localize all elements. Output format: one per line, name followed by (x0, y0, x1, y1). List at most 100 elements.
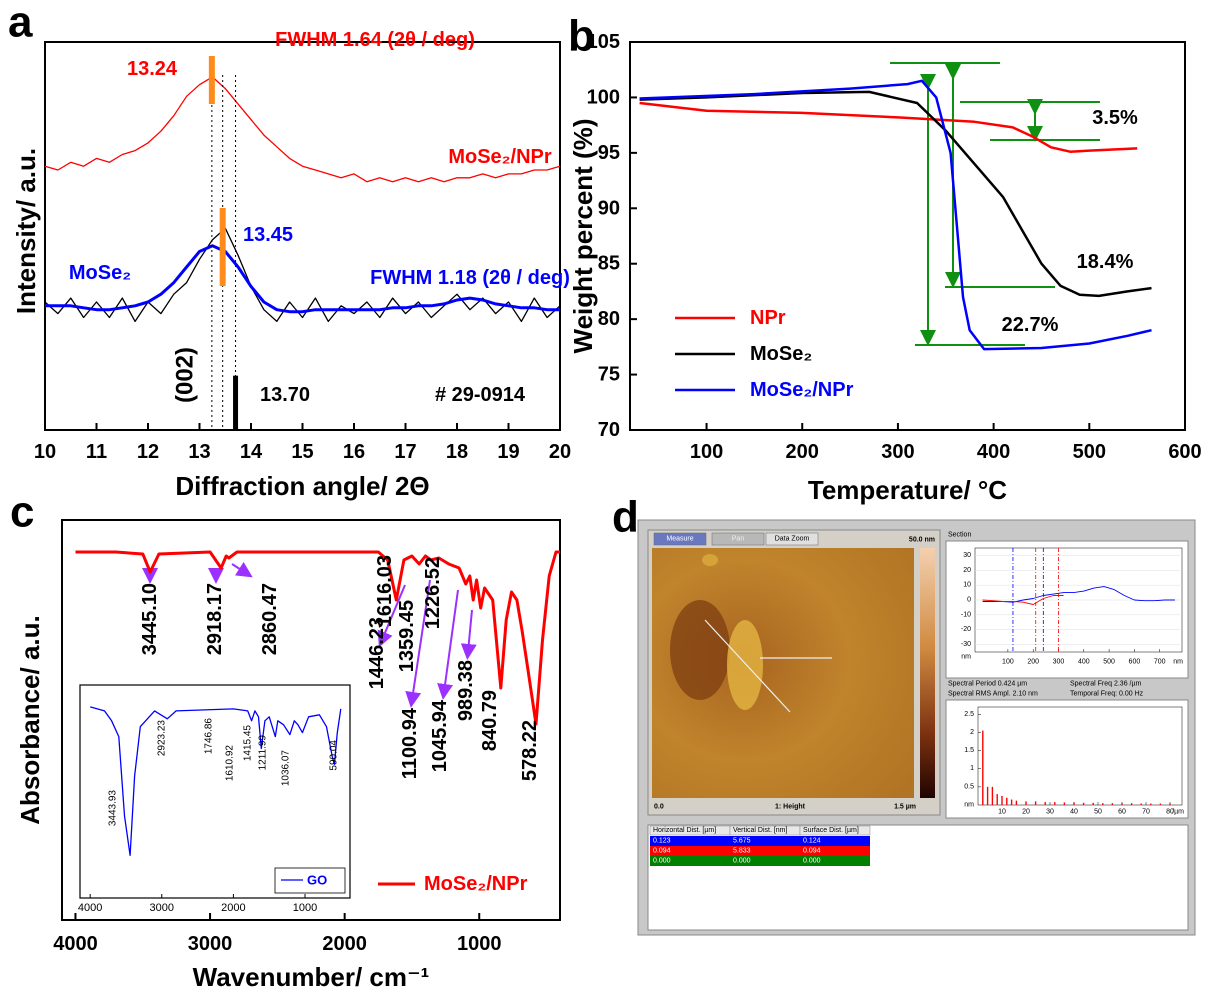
x-tick-label: 15 (291, 441, 313, 463)
tga-line (639, 79, 1152, 351)
ftir-line (75, 550, 560, 726)
x-tick-label: 400 (1078, 659, 1090, 666)
table-cell (800, 856, 870, 866)
series-label: MoSe₂ (69, 262, 131, 284)
x-tick-label: 18 (446, 441, 468, 463)
section-pane (945, 540, 1189, 679)
x-tick-label: 1000 (293, 902, 317, 914)
spectrum-bar (1082, 802, 1085, 805)
spectrum-bar (1130, 803, 1133, 805)
peak-label: 13.45 (243, 224, 293, 246)
spectrum-bar (1001, 795, 1003, 805)
x-tick-label: 200 (1027, 659, 1039, 666)
x-tick-label: 4000 (53, 933, 98, 955)
spectrum-bar (1140, 803, 1142, 805)
x-axis-label: Diffraction angle/ 2Θ (175, 471, 429, 501)
x-tick-label: 50 (1094, 809, 1102, 816)
y-tick-label: -30 (961, 641, 971, 648)
toolbar-button[interactable] (653, 532, 707, 546)
panel-label: d (612, 493, 639, 542)
inset-peak-label: 1746.86 (204, 718, 215, 755)
panel-label: c (10, 488, 34, 537)
height-feature (670, 600, 730, 700)
table-cell (800, 846, 870, 856)
x-tick-label: 2000 (322, 933, 367, 955)
toolbar-button[interactable] (765, 532, 819, 546)
spectrum-bar (1044, 802, 1046, 805)
x-tick-label: 12 (137, 441, 159, 463)
peak-arrow (460, 609, 477, 660)
panel-label: b (568, 12, 595, 61)
channel: 1: Height (775, 804, 806, 811)
inset-peak-label: 590.04 (329, 740, 340, 771)
table-header: Surface Dist. [µm] (803, 827, 859, 834)
peak-label: 1045.94 (429, 699, 451, 772)
peak-arrow (437, 589, 459, 700)
y-tick-label: 85 (598, 253, 620, 275)
peak-label: 1616.03 (374, 555, 396, 627)
section-title: Section (948, 532, 971, 539)
table-cell (730, 836, 800, 846)
section-profile (982, 595, 1064, 605)
plot-frame (44, 41, 561, 431)
peak-label: 13.24 (127, 58, 178, 80)
table-cell (730, 856, 800, 866)
spectrum-bar (1150, 803, 1152, 805)
table-cell-text: 0.094 (653, 848, 671, 855)
plot-frame (61, 519, 561, 921)
x-tick-label: 13 (188, 441, 210, 463)
xrd-line (44, 76, 561, 183)
table-cell (650, 846, 730, 856)
spectrum-bar (982, 730, 984, 805)
legend-label: MoSe₂/NPr (750, 379, 854, 401)
spectrum-bar (1063, 802, 1066, 805)
spectral-info: Spectral Period 0.424 µm (948, 681, 1027, 688)
tga-line (639, 101, 1138, 153)
y-tick-label: 20 (963, 567, 971, 574)
inset-peak-label: 1610.92 (225, 745, 236, 782)
afm-screenshot (637, 519, 1196, 936)
spectrum-bar (1073, 802, 1075, 805)
peak-label: 3445.10 (139, 583, 161, 655)
table-cell-text: 0.123 (653, 838, 671, 845)
spectral-info: Spectral Freq 2.36 /µm (1070, 681, 1142, 688)
toolbar-button[interactable] (711, 532, 765, 546)
x-axis-label: Temperature/ °C (808, 475, 1007, 505)
x-tick-label: 20 (549, 441, 571, 463)
table-cell (800, 836, 870, 846)
peak-label: 578.22 (519, 720, 541, 781)
reference-card: # 29-0914 (435, 384, 526, 406)
inset-peak-label: 3443.93 (108, 790, 119, 827)
table-cell-text: 0.094 (803, 848, 821, 855)
table-cell-text: 0.000 (653, 858, 671, 865)
spectrum-bar (1111, 803, 1114, 805)
legend-label: MoSe₂/NPr (424, 873, 528, 895)
x-axis-label: Wavenumber/ cm⁻¹ (193, 962, 430, 992)
peak-arrows (142, 561, 477, 708)
peak-label: 2918.17 (204, 583, 226, 655)
toolbar-label: Measure (666, 536, 693, 543)
x-tick-label: 30 (1046, 809, 1054, 816)
loss-label: 22.7% (1002, 314, 1059, 336)
spectrum-bar (991, 786, 994, 805)
x-unit: nm (1173, 659, 1183, 666)
fwhm-label: FWHM 1.64 (2θ / deg) (275, 29, 475, 51)
y-tick-label: 30 (963, 552, 971, 559)
x-tick-label: 19 (497, 441, 519, 463)
spectrum-bar (1159, 803, 1162, 805)
inset-peak-label: 1415.45 (243, 725, 254, 762)
peak-arrow (377, 584, 406, 648)
y-tick-label: -10 (961, 611, 971, 618)
x-tick-label: 3000 (188, 933, 233, 955)
plot-frame (977, 706, 1183, 806)
x-tick-label: 70 (1142, 809, 1150, 816)
reference-stick (233, 375, 239, 430)
spectrum-bar (996, 794, 998, 805)
spectrum-bar (1010, 799, 1013, 805)
peak-marker (208, 56, 215, 104)
y-tick-label: 10 (963, 582, 971, 589)
x-tick-label: 17 (394, 441, 416, 463)
y-axis-label: Absorbance/ a.u. (15, 615, 45, 825)
xrd-line (44, 227, 561, 323)
legend-label: MoSe₂ (750, 343, 812, 365)
